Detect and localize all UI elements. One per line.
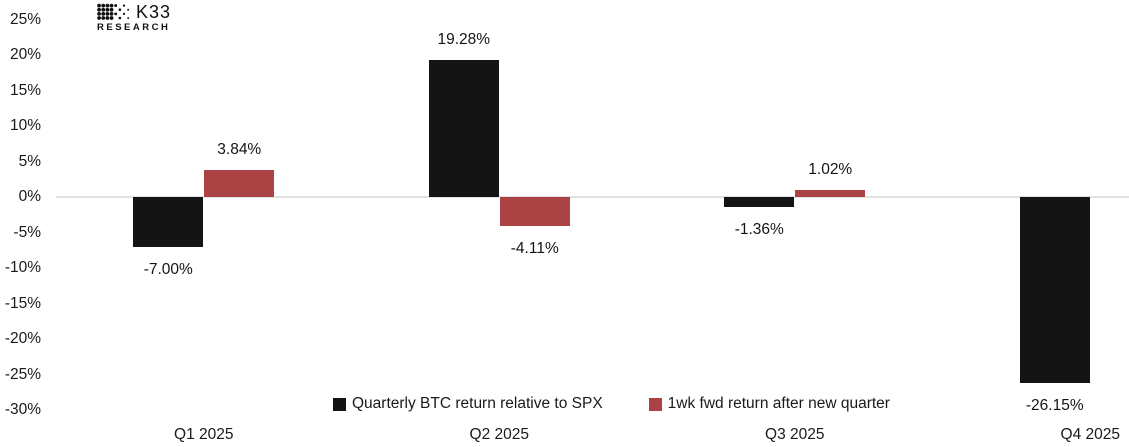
- legend-swatch-red: [648, 397, 662, 411]
- y-axis-tick-label: -5%: [13, 223, 41, 241]
- y-axis-tick-label: -30%: [4, 401, 41, 418]
- bar-value-label: 3.84%: [217, 140, 262, 158]
- x-axis-category-label: Q2 2025: [469, 426, 529, 443]
- bar-1wk-fwd-return-q1-2025: [204, 169, 275, 197]
- legend-label-1wk-fwd-return: 1wk fwd return after new quarter: [667, 395, 890, 412]
- y-axis-tick-label: -25%: [4, 365, 41, 383]
- legend-swatch-black: [333, 397, 346, 411]
- bar-value-label: -1.36%: [734, 220, 784, 238]
- x-axis-category-label: Q1 2025: [174, 426, 234, 443]
- bar-value-label: -4.11%: [510, 240, 559, 258]
- legend-label-quarterly-btc-return: Quarterly BTC return relative to SPX: [352, 395, 603, 412]
- legend-item-quarterly-btc-return: Quarterly BTC return relative to SPX: [333, 395, 603, 413]
- y-axis-tick-label: -20%: [4, 330, 41, 347]
- y-axis-tick-label: 10%: [9, 117, 41, 134]
- legend: Quarterly BTC return relative to SPX 1wk…: [333, 395, 890, 413]
- bar-btc-return-q1-2025: [133, 197, 204, 247]
- y-axis-tick-label: -10%: [4, 259, 41, 276]
- bar-value-label: -7.00%: [143, 260, 193, 278]
- y-axis-tick-label: 0%: [18, 188, 41, 205]
- logo-research-text: RESEARCH: [97, 22, 171, 33]
- bar-btc-return-q2-2025: [428, 60, 499, 197]
- x-axis-category-label: Q4 2025: [1060, 426, 1120, 443]
- bar-value-label: -26.15%: [1025, 396, 1084, 414]
- legend-item-1wk-fwd-return: 1wk fwd return after new quarter: [648, 395, 890, 413]
- bar-btc-return-q3-2025: [724, 197, 795, 207]
- bar-1wk-fwd-return-q3-2025: [795, 189, 866, 197]
- y-axis-tick-label: 5%: [18, 152, 41, 170]
- logo-brand-text: K33: [136, 2, 172, 22]
- y-axis-tick-label: 15%: [9, 81, 41, 99]
- bar-value-label: 1.02%: [808, 160, 853, 178]
- bar-value-label: 19.28%: [437, 31, 491, 49]
- y-axis-tick-label: -15%: [4, 294, 41, 312]
- zero-gridline: [56, 196, 1129, 198]
- y-axis-tick-label: 25%: [9, 10, 41, 28]
- k33-research-logo: K33 RESEARCH: [97, 3, 171, 33]
- bar-btc-return-q4-2025: [1019, 197, 1090, 383]
- bar-1wk-fwd-return-q2-2025: [499, 197, 570, 227]
- y-axis-tick-label: 20%: [9, 46, 41, 63]
- x-axis-category-label: Q3 2025: [765, 426, 825, 443]
- k33-dots-icon: [97, 3, 131, 21]
